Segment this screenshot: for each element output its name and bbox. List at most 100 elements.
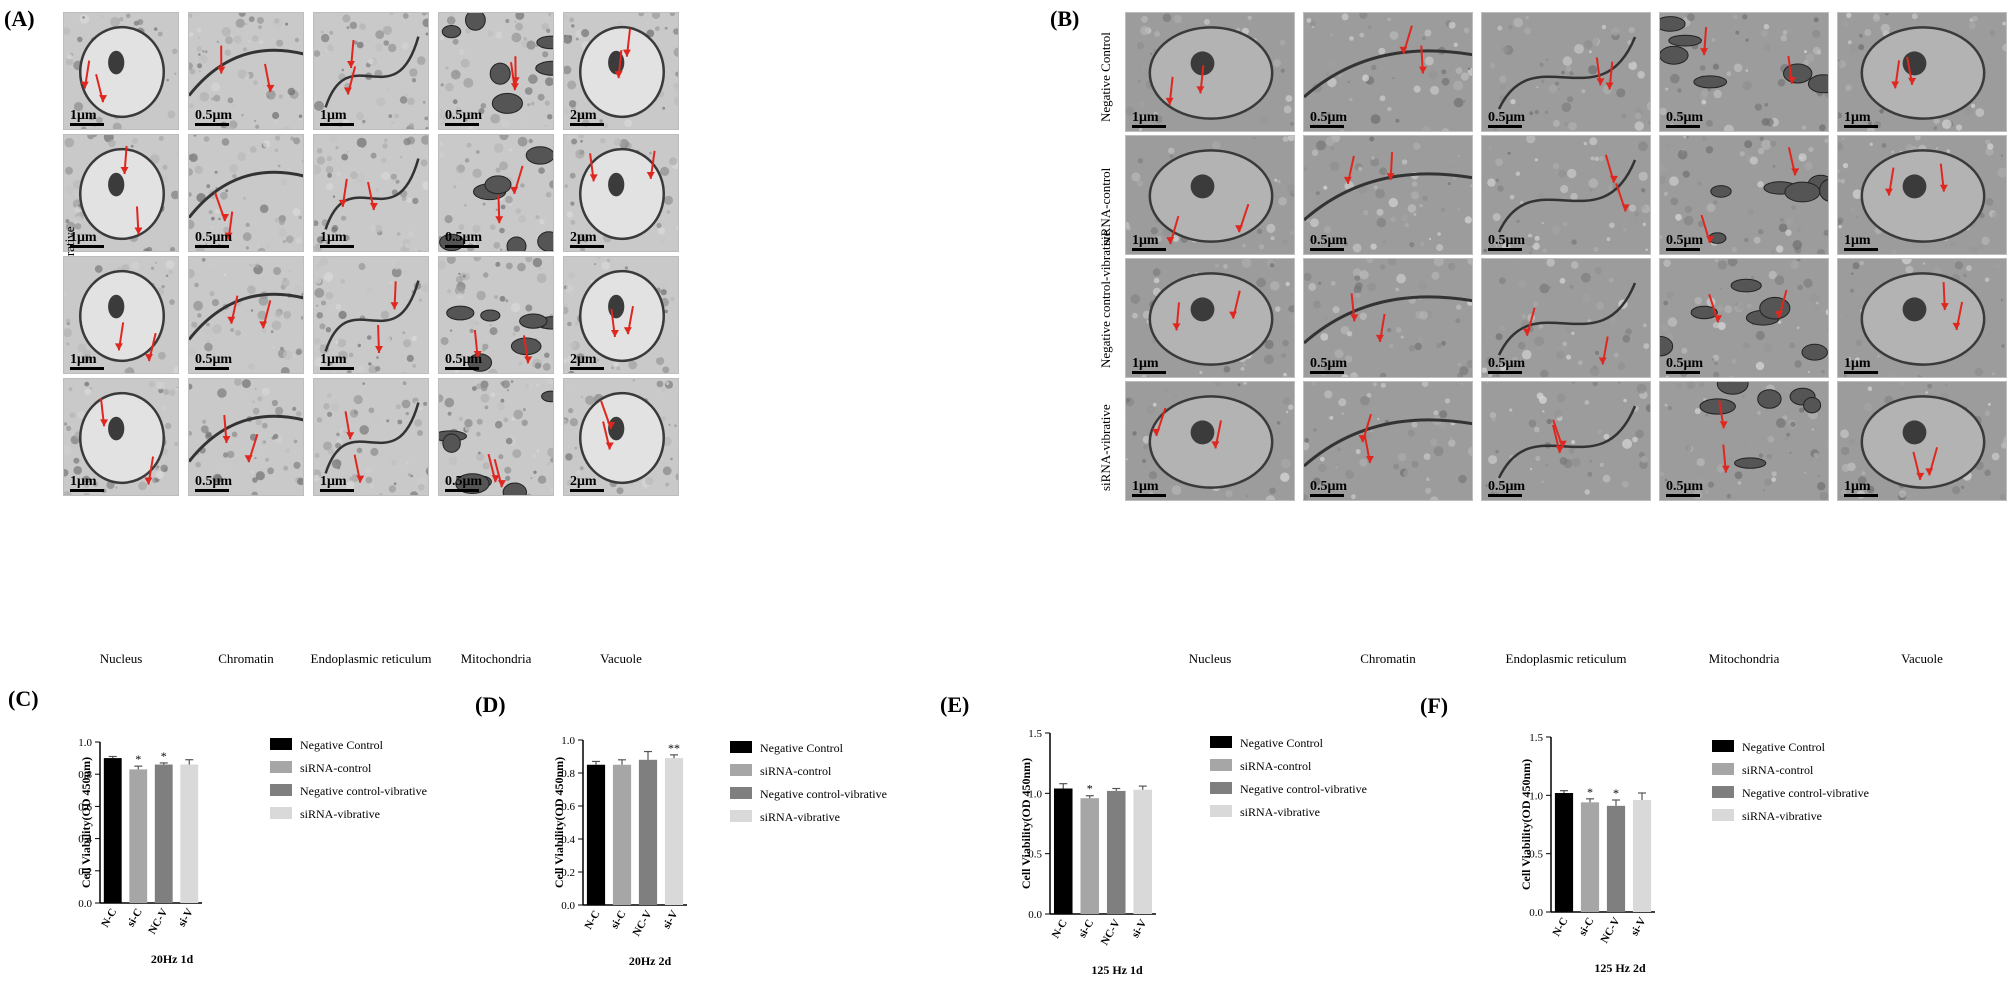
- scale-bar: [570, 245, 604, 248]
- scale-bar: [445, 123, 479, 126]
- legend-swatch: [1210, 736, 1232, 748]
- scale-bar: [445, 367, 479, 370]
- legend-entry: siRNA-control: [760, 764, 832, 778]
- scale-bar-label: 1μm: [320, 475, 354, 492]
- tem-micrograph: 2μm: [563, 12, 679, 130]
- scale-bar-label: 2μm: [570, 231, 604, 248]
- x-tick-label: NC-V: [146, 906, 170, 936]
- scale-bar: [195, 367, 229, 370]
- legend-entry: siRNA-control: [300, 761, 372, 775]
- x-axis-label: 125 Hz 2d: [1594, 961, 1646, 975]
- bar: [154, 764, 173, 903]
- scale-bar-label: 1μm: [70, 475, 104, 492]
- scale-bar: [1488, 371, 1522, 374]
- x-tick-label: si-V: [1629, 915, 1649, 937]
- tem-micrograph: 2μm: [563, 256, 679, 374]
- scale-bar: [70, 245, 104, 248]
- bar: [586, 764, 606, 905]
- scale-bar: [320, 123, 354, 126]
- panel-a-tem-grid: Negative Control1μm0.5μm1μm0.5μm2μmsiRNA…: [0, 0, 1000, 680]
- scale-bar-label: 1μm: [1844, 234, 1878, 251]
- scale-bar-label: 0.5μm: [445, 353, 482, 370]
- bar: [1053, 788, 1073, 914]
- scale-bar-label: 0.5μm: [1488, 111, 1525, 128]
- y-axis-label: Cell Viability(OD 450nm): [79, 757, 93, 888]
- legend-swatch: [730, 810, 752, 822]
- tem-micrograph: 1μm: [313, 134, 429, 252]
- scale-bar: [1310, 371, 1344, 374]
- scale-bar: [1844, 494, 1878, 497]
- legend-swatch: [270, 761, 292, 773]
- scale-bar: [1666, 494, 1700, 497]
- x-tick-label: si-V: [661, 908, 681, 930]
- scale-bar-label: 2μm: [570, 475, 604, 492]
- scale-bar: [70, 489, 104, 492]
- tem-micrograph: 1μm: [1837, 12, 2007, 132]
- y-tick-label: 0.0: [1028, 909, 1042, 921]
- scale-bar-label: 1μm: [320, 353, 354, 370]
- bar: [180, 764, 199, 903]
- scale-bar-label: 0.5μm: [445, 475, 482, 492]
- significance-marker: *: [135, 752, 141, 766]
- y-tick-label: 1.0: [1028, 788, 1042, 800]
- tem-micrograph: 0.5μm: [1481, 12, 1651, 132]
- column-label: Vacuole: [1901, 651, 1943, 666]
- tem-micrograph: 1μm: [1125, 12, 1295, 132]
- bar: [103, 758, 122, 903]
- chart-panel-label: (F): [1420, 693, 1449, 718]
- bar: [1580, 802, 1600, 912]
- x-tick-label: si-C: [609, 908, 629, 930]
- tem-micrograph: 0.5μm: [438, 256, 554, 374]
- x-tick-label: si-C: [1076, 917, 1096, 939]
- legend-swatch: [1712, 786, 1734, 798]
- x-tick-label: si-C: [1577, 915, 1597, 937]
- legend-swatch: [1210, 759, 1232, 771]
- tem-micrograph: 0.5μm: [1659, 135, 1829, 255]
- column-label: Endoplasmic reticulum: [310, 651, 432, 666]
- chart-panel-label: (C): [8, 686, 39, 711]
- tem-micrograph: 1μm: [63, 378, 179, 496]
- bar: [129, 769, 148, 903]
- legend-entry: siRNA-vibrative: [1742, 809, 1822, 823]
- y-tick-label: 0.0: [561, 900, 575, 912]
- scale-bar: [1844, 125, 1878, 128]
- tem-micrograph: 1μm: [1125, 135, 1295, 255]
- scale-bar: [1132, 125, 1166, 128]
- y-axis-label: Cell Viability(OD 450nm): [552, 757, 566, 888]
- tem-micrograph: 0.5μm: [188, 12, 304, 130]
- significance-marker: *: [1613, 786, 1619, 800]
- legend-entry: siRNA-control: [1742, 763, 1814, 777]
- scale-bar-label: 0.5μm: [1310, 111, 1347, 128]
- scale-bar-label: 0.5μm: [1666, 111, 1703, 128]
- tem-micrograph: 0.5μm: [1303, 258, 1473, 378]
- scale-bar-label: 0.5μm: [195, 475, 232, 492]
- column-label: Mitochondria: [1708, 651, 1780, 666]
- scale-bar: [195, 489, 229, 492]
- legend-entry: Negative control-vibrative: [760, 787, 887, 801]
- legend-entry: siRNA-control: [1240, 759, 1312, 773]
- y-tick-label: 0.4: [78, 834, 92, 846]
- y-tick-label: 0.2: [78, 866, 92, 878]
- column-label: Chromatin: [218, 651, 274, 666]
- bar: [1554, 793, 1574, 912]
- column-label: Mitochondria: [460, 651, 532, 666]
- scale-bar-label: 1μm: [320, 231, 354, 248]
- y-tick-label: 1.5: [1028, 728, 1042, 740]
- x-tick-label: N-C: [99, 906, 119, 929]
- y-tick-label: 1.0: [78, 737, 92, 749]
- scale-bar-label: 0.5μm: [195, 231, 232, 248]
- legend-swatch: [1712, 809, 1734, 821]
- scale-bar: [1310, 494, 1344, 497]
- tem-micrograph: 0.5μm: [188, 378, 304, 496]
- scale-bar: [1132, 371, 1166, 374]
- x-tick-label: N-C: [1050, 917, 1070, 940]
- scale-bar-label: 1μm: [1132, 480, 1166, 497]
- legend-swatch: [1712, 763, 1734, 775]
- scale-bar-label: 1μm: [1132, 234, 1166, 251]
- legend-swatch: [270, 807, 292, 819]
- scale-bar: [1666, 125, 1700, 128]
- x-tick-label: si-C: [125, 906, 145, 928]
- y-tick-label: 0.2: [561, 867, 575, 879]
- tem-micrograph: 1μm: [1837, 258, 2007, 378]
- scale-bar-label: 0.5μm: [1310, 480, 1347, 497]
